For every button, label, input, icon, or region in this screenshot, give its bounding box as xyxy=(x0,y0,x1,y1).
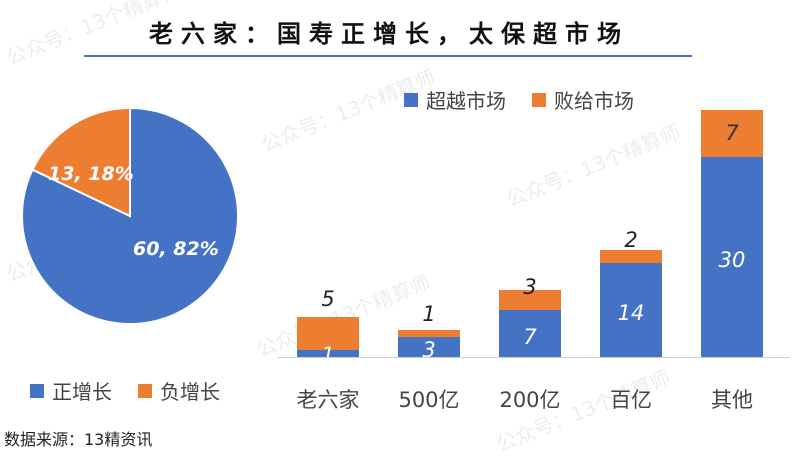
legend-swatch-orange xyxy=(138,383,152,398)
bar-value-beat: 7 xyxy=(523,325,537,349)
legend-swatch-blue xyxy=(404,92,418,107)
bar-segment-beat xyxy=(600,263,662,357)
legend-item-lose: 败给市场 xyxy=(532,85,634,114)
bar-group: 30 7 xyxy=(701,110,763,357)
watermark: 公众号：13个精算师 xyxy=(502,120,684,212)
bar-value-beat: 30 xyxy=(718,248,746,272)
data-source: 数据来源：13精资讯 xyxy=(4,430,153,449)
legend-swatch-orange xyxy=(532,92,546,107)
bar-segment-lose xyxy=(600,250,662,263)
bar-value-beat: 1 xyxy=(321,343,335,367)
pie-label-negative: 13, 18% xyxy=(48,163,134,185)
bar-value-beat: 3 xyxy=(422,338,436,362)
bar-value-beat: 14 xyxy=(617,301,645,325)
x-axis-line xyxy=(278,357,790,358)
legend-swatch-blue xyxy=(30,383,44,398)
bar-value-lose: 7 xyxy=(725,121,739,145)
bar-segment-beat xyxy=(297,350,359,357)
chart-title: 老六家：国寿正增长，太保超市场 xyxy=(149,20,629,48)
pie-legend: 正增长 负增长 xyxy=(30,376,246,405)
bar-segment-beat xyxy=(398,337,460,357)
x-tick-label: 200亿 xyxy=(499,388,561,412)
bar-value-lose: 5 xyxy=(321,287,335,311)
legend-item-negative: 负增长 xyxy=(138,376,220,405)
x-tick-label: 百亿 xyxy=(610,388,652,412)
bar-value-lose: 3 xyxy=(523,275,537,299)
bar-group: 7 xyxy=(499,290,561,357)
pie-label-positive: 60, 82% xyxy=(133,238,219,260)
bar-value-lose: 2 xyxy=(624,228,638,252)
title-underline xyxy=(84,55,692,57)
bar-segment-beat xyxy=(701,157,763,357)
bar-segment-lose xyxy=(297,317,359,350)
bar-value-lose: 1 xyxy=(422,302,436,326)
bar-segment-beat xyxy=(499,310,561,357)
x-tick-label: 老六家 xyxy=(296,388,360,412)
pie-slice-negative xyxy=(31,108,131,218)
x-tick-label: 其他 xyxy=(711,388,753,412)
legend-item-beat: 超越市场 xyxy=(404,85,506,114)
bar-group: 14 xyxy=(600,250,662,357)
bar-group: 1 xyxy=(297,317,359,367)
bar-segment-lose xyxy=(499,290,561,310)
pie-chart xyxy=(22,108,238,324)
bar-segment-lose xyxy=(398,330,460,337)
bar-segment-lose xyxy=(701,110,763,157)
bar-legend: 超越市场 败给市场 xyxy=(404,85,660,114)
x-tick-label: 500亿 xyxy=(398,388,460,412)
legend-item-positive: 正增长 xyxy=(30,376,112,405)
bar-group: 3 xyxy=(398,330,460,362)
